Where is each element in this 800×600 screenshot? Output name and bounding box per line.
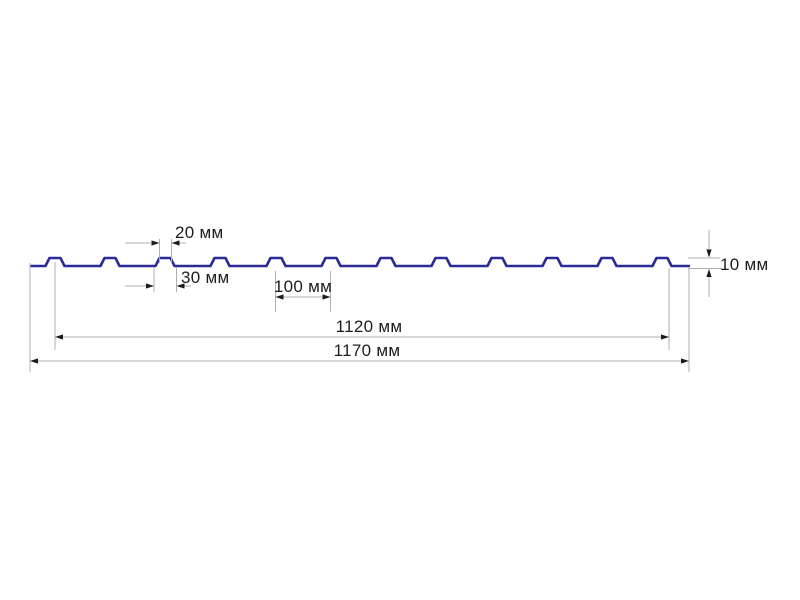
dimension-working-width: 1120 мм [54, 262, 670, 350]
dim-label-rib-pitch: 100 мм [274, 277, 332, 296]
extension-line [275, 271, 331, 312]
sheet-profile-line [30, 256, 690, 268]
extension-line [153, 267, 177, 292]
extension-line [159, 239, 172, 263]
dimension-overall-width: 1170 мм [29, 263, 690, 372]
extension-line [54, 262, 670, 350]
arrowhead-right-icon [681, 358, 689, 364]
dim-label-profile-height: 10 мм [720, 255, 769, 274]
arrowhead-right-icon [151, 240, 160, 246]
arrowhead-left-icon [30, 358, 38, 364]
arrowhead-left-icon [171, 240, 180, 246]
arrowhead-left-icon [176, 283, 185, 289]
arrowhead-right-icon [661, 334, 669, 340]
dimension-rib-pitch: 100 мм [274, 271, 332, 312]
arrowhead-left-icon [55, 334, 63, 340]
arrowhead-left-icon [275, 294, 284, 300]
dimension-rib-top-width: 20 мм [125, 223, 224, 263]
dimension-rib-base-width: 30 мм [125, 267, 230, 292]
arrowhead-right-icon [322, 294, 331, 300]
dim-label-rib-base-width: 30 мм [181, 268, 230, 287]
dimension-profile-height: 10 мм [688, 230, 769, 297]
arrowhead-down-icon [706, 249, 712, 258]
dim-label-working-width: 1120 мм [336, 317, 403, 336]
extension-line [29, 263, 690, 372]
dim-label-overall-width: 1170 мм [334, 341, 401, 360]
arrowhead-up-icon [706, 269, 712, 277]
arrowhead-right-icon [146, 283, 154, 289]
dim-label-rib-top-width: 20 мм [175, 223, 224, 242]
extension-line [688, 257, 722, 269]
